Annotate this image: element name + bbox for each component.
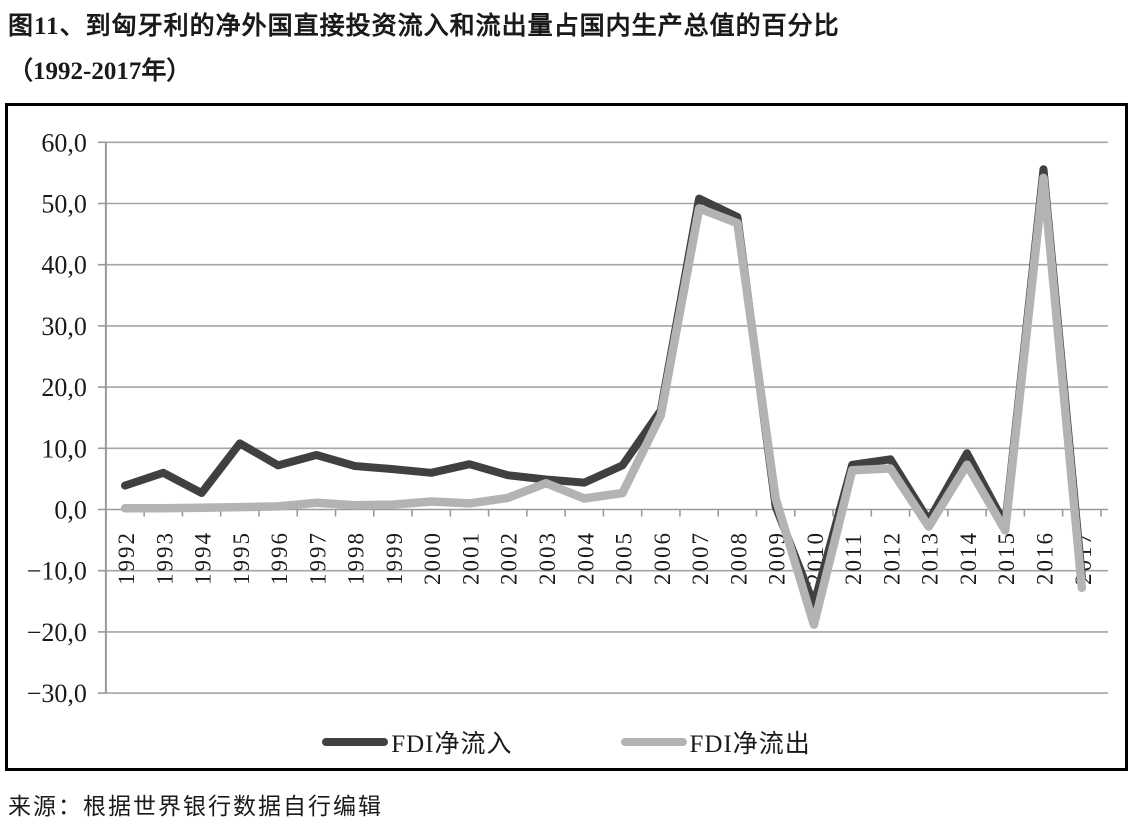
x-tick-label: 1999 <box>382 531 407 585</box>
y-tick-label: 10,0 <box>41 434 87 463</box>
inflow-line-swatch-icon <box>322 738 389 746</box>
y-tick-label: 60,0 <box>41 128 87 157</box>
series-line-1 <box>120 173 1087 629</box>
x-tick-label: 2002 <box>497 531 522 585</box>
y-tick-label: −20,0 <box>27 618 87 647</box>
x-tick-label: 2003 <box>535 531 560 585</box>
x-tick-label: 1996 <box>267 531 292 585</box>
x-tick-label: 2001 <box>458 531 483 585</box>
y-tick-label: −30,0 <box>27 679 87 708</box>
x-tick-label: 1997 <box>305 531 330 585</box>
x-tick-label: 2008 <box>726 531 751 585</box>
source-note: 来源：根据世界银行数据自行编辑 <box>8 794 383 819</box>
chart-frame <box>5 103 1128 771</box>
legend-label-fdi-inflow: FDI净流入 <box>391 731 513 758</box>
figure-title-line1: 图11、到匈牙利的净外国直接投资流入和流出量占国内生产总值的百分比 <box>8 13 840 40</box>
y-tick-label: 20,0 <box>41 373 87 402</box>
x-tick-label: 2005 <box>612 531 637 585</box>
x-tick-label: 2016 <box>1033 531 1058 585</box>
outflow-line-swatch-icon <box>620 738 687 746</box>
x-tick-label: 2014 <box>956 531 981 585</box>
x-tick-label: 2012 <box>879 531 904 585</box>
chart-legend: FDI净流入 FDI净流出 <box>5 724 1128 760</box>
y-tick-label: 40,0 <box>41 251 87 280</box>
x-tick-label: 2006 <box>650 531 675 585</box>
x-tick-label: 2013 <box>918 531 943 585</box>
x-tick-label: 2007 <box>688 531 713 585</box>
x-tick-label: 1993 <box>152 531 177 585</box>
figure-title-line2: （1992-2017年） <box>8 58 192 85</box>
legend-item-fdi-outflow: FDI净流出 <box>620 724 811 760</box>
x-tick-label: 1995 <box>229 531 254 585</box>
x-tick-label: 1992 <box>114 531 139 585</box>
x-tick-label: 2000 <box>420 531 445 585</box>
y-tick-label: −10,0 <box>27 557 87 586</box>
y-tick-label: 0,0 <box>54 496 87 525</box>
x-tick-label: 2004 <box>573 531 598 585</box>
x-tick-label: 2011 <box>841 532 866 585</box>
legend-label-fdi-outflow: FDI净流出 <box>689 731 811 758</box>
y-tick-label: 50,0 <box>41 190 87 219</box>
x-tick-label: 2015 <box>994 531 1019 585</box>
figure-title: 图11、到匈牙利的净外国直接投资流入和流出量占国内生产总值的百分比 （1992-… <box>8 4 1118 94</box>
legend-item-fdi-inflow: FDI净流入 <box>322 724 512 760</box>
x-tick-label: 1994 <box>191 531 216 585</box>
x-tick-label: 1998 <box>344 531 369 585</box>
y-tick-label: 30,0 <box>41 312 87 341</box>
